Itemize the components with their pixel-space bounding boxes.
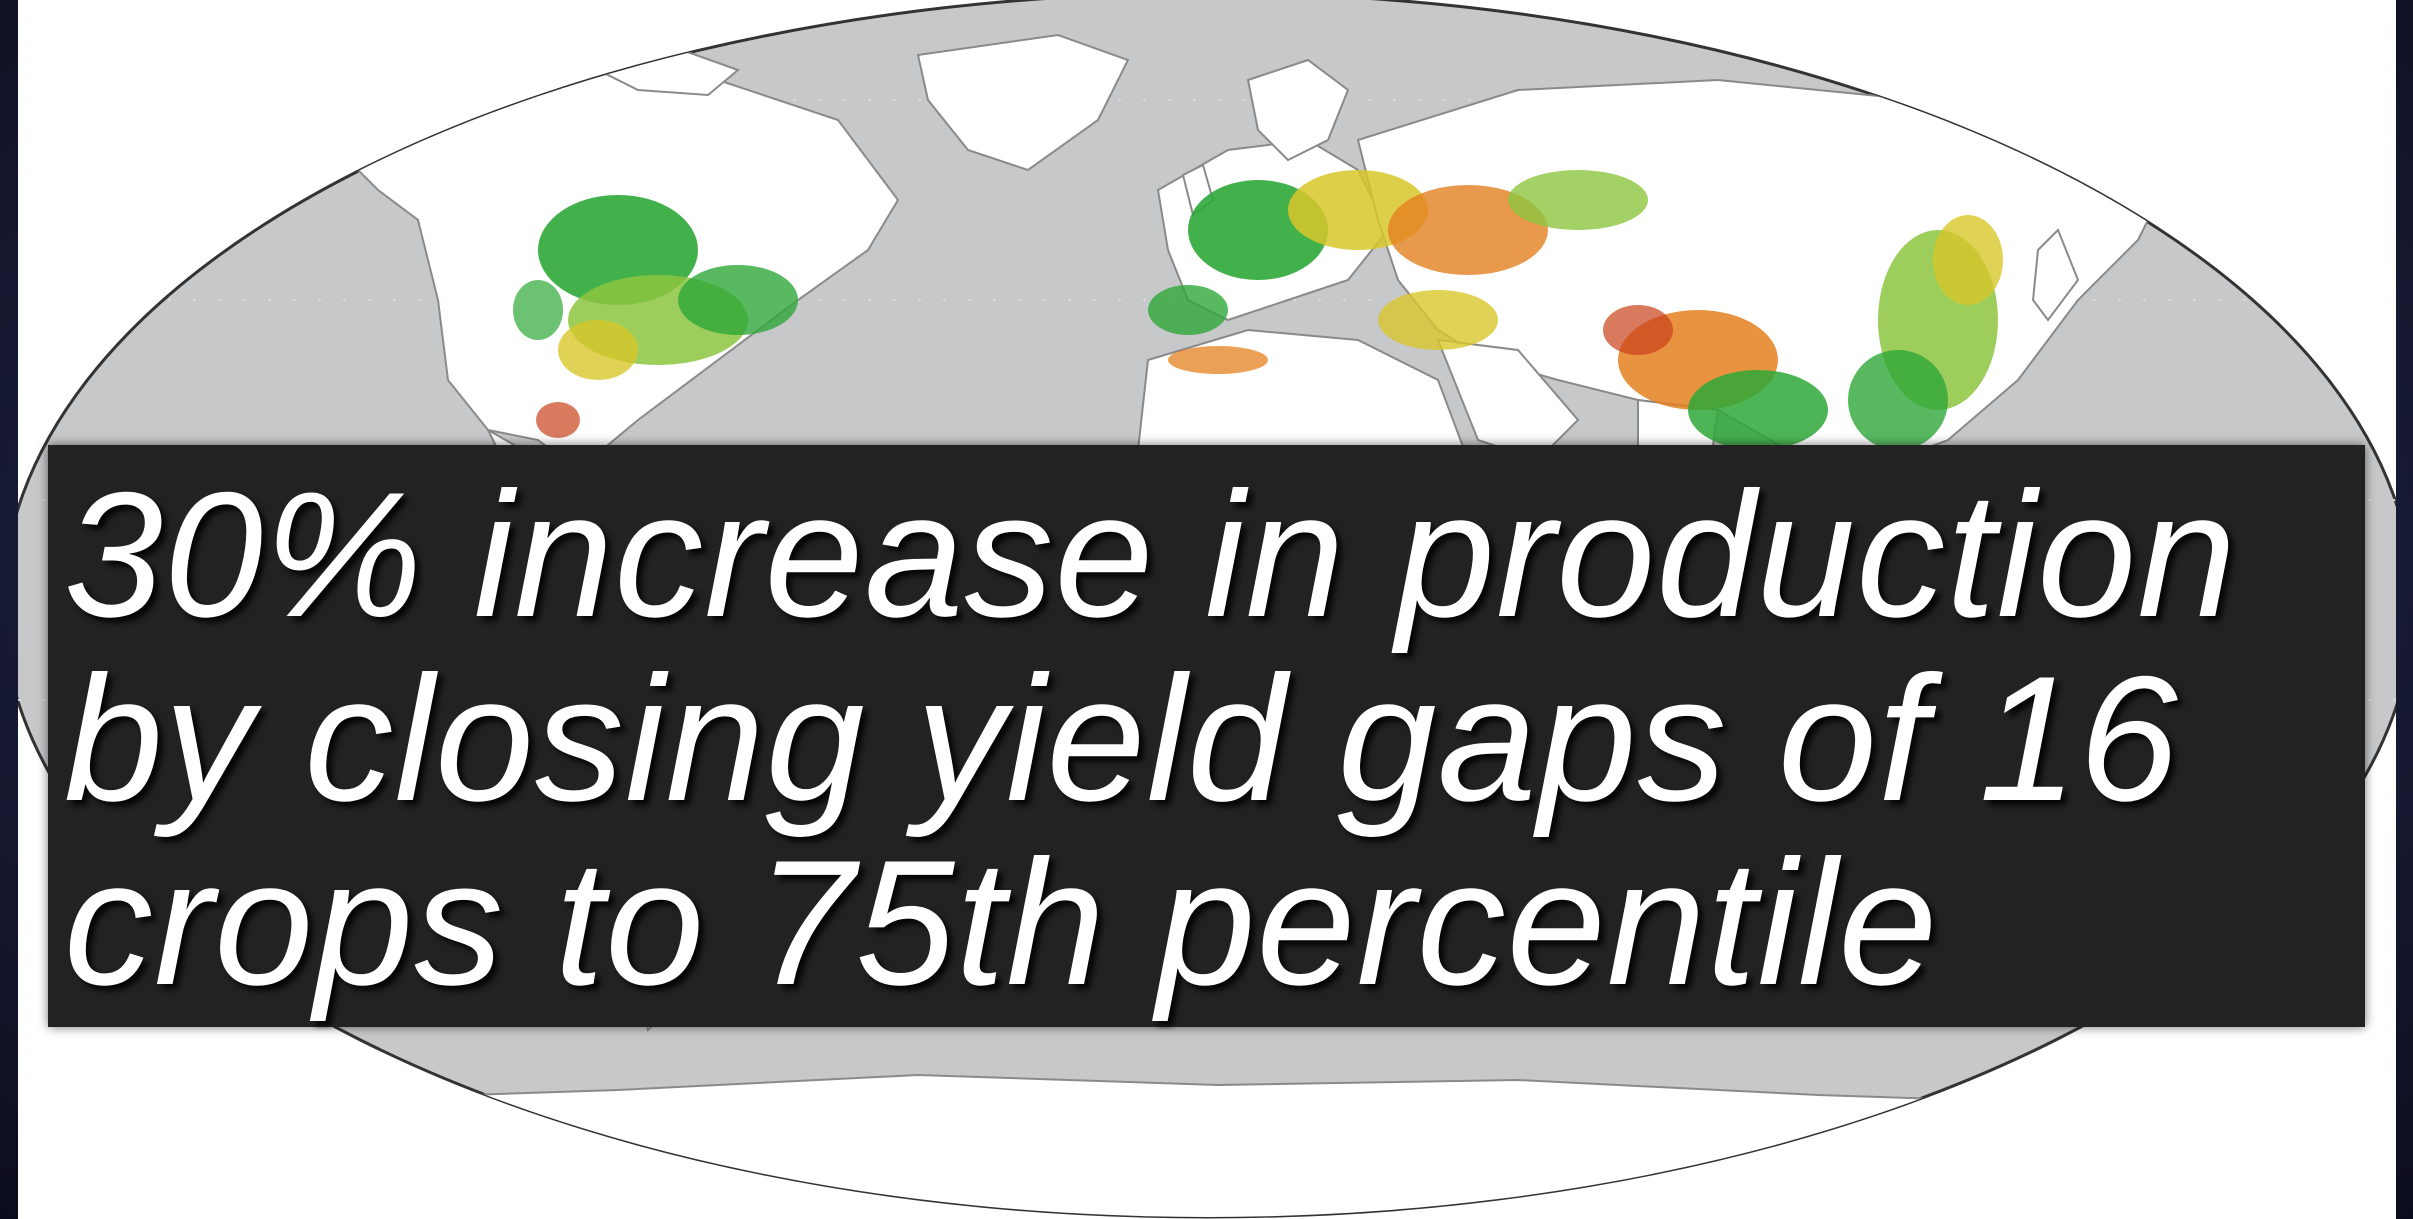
- cropland-north-america: [513, 195, 798, 438]
- cropland-europe: [1148, 170, 1648, 374]
- cropland-asia: [1603, 215, 2003, 450]
- caption-text: 30% increase in production by closing yi…: [64, 455, 2238, 1022]
- caption-box: 30% increase in production by closing yi…: [48, 445, 2365, 1027]
